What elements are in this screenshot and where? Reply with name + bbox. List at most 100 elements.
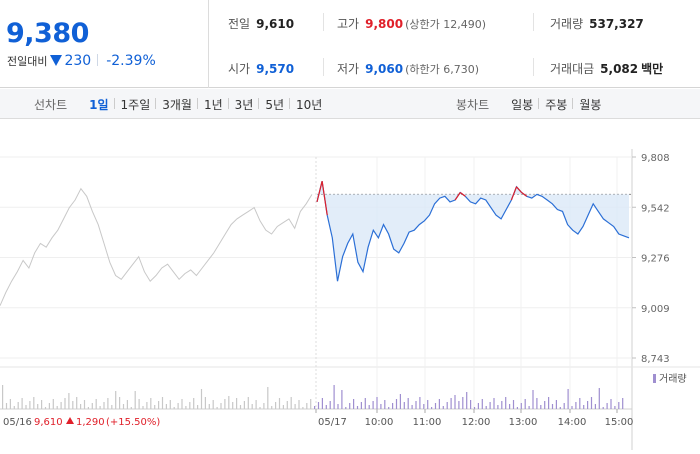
stat-unit: 백만 xyxy=(641,62,664,76)
volume-bar xyxy=(598,388,600,409)
volume-bar xyxy=(52,399,54,409)
volume-legend-label: 거래량 xyxy=(659,373,687,385)
prev-day-close-label: 9,610 xyxy=(34,417,63,428)
volume-bar xyxy=(536,398,538,409)
tab-candle-period-2[interactable]: 월봉 xyxy=(572,96,607,113)
x-tick-label: 13:00 xyxy=(509,417,538,428)
volume-bar xyxy=(602,407,604,409)
volume-bar xyxy=(360,402,362,409)
volume-bar xyxy=(220,403,222,409)
volume-bar xyxy=(493,398,495,409)
tab-line-period-0[interactable]: 1일 xyxy=(89,97,109,112)
stat-value: 5,082 xyxy=(600,62,639,76)
volume-bar xyxy=(520,403,522,409)
above-reference-segment xyxy=(321,181,328,216)
volume-bar xyxy=(470,400,472,409)
x-tick-label: 11:00 xyxy=(413,417,442,428)
volume-bar xyxy=(438,399,440,409)
prev-day-change-pct-label: (+15.50%) xyxy=(106,417,160,428)
today-price-line xyxy=(316,181,630,282)
volume-bar xyxy=(21,398,23,409)
volume-bar xyxy=(571,406,573,409)
volume-bar xyxy=(392,403,394,409)
volume-bar xyxy=(567,389,569,409)
tab-line-period-3[interactable]: 1년 xyxy=(196,96,229,113)
tab-line-period-6[interactable]: 10년 xyxy=(289,96,328,113)
tab-line-period-4[interactable]: 3년 xyxy=(227,96,260,113)
up-triangle-icon xyxy=(66,417,74,424)
prev-day-date-label: 05/16 xyxy=(3,417,32,428)
volume-bar xyxy=(193,398,195,409)
stat-value: 9,610 xyxy=(256,17,295,31)
divider xyxy=(323,13,324,31)
volume-bar xyxy=(559,407,561,409)
volume-bar xyxy=(200,389,203,409)
volume-bar xyxy=(17,402,19,409)
divider xyxy=(533,13,534,31)
volume-bar xyxy=(271,406,273,409)
tab-line-period-1[interactable]: 1주일 xyxy=(113,96,157,113)
volume-bar xyxy=(60,402,62,409)
volume-bar xyxy=(138,399,140,409)
volume-bar xyxy=(130,407,132,409)
prev-day-price-line xyxy=(0,187,313,306)
volume-bar xyxy=(158,401,160,409)
volume-bar xyxy=(247,397,249,409)
volume-bar xyxy=(103,402,105,409)
change-row: 전일대비 230 -2.39% xyxy=(7,53,156,69)
volume-bar xyxy=(321,398,323,409)
volume-bar xyxy=(314,406,316,409)
stat-label: 거래량 xyxy=(550,17,584,31)
volume-bar xyxy=(126,400,128,409)
volume-bar xyxy=(286,401,288,409)
volume-bar xyxy=(310,399,312,409)
tab-line-period-2[interactable]: 3개월 xyxy=(155,96,198,113)
stat-value: 9,060 xyxy=(365,62,404,76)
volume-bar xyxy=(501,401,503,409)
price-box: 9,380 전일대비 230 -2.39% xyxy=(0,0,209,88)
volume-bar xyxy=(341,390,343,409)
tab-candle-period-1[interactable]: 주봉 xyxy=(538,96,573,113)
volume-bar xyxy=(353,399,355,409)
x-tick-label: 12:00 xyxy=(462,417,491,428)
tab-candle-period-0[interactable]: 일봉 xyxy=(511,97,534,112)
volume-bar xyxy=(161,397,164,409)
volume-bar xyxy=(224,399,226,409)
volume-bar xyxy=(384,400,386,409)
price-chart: 9,808 9,542 9,276 9,009 8,743 05/17 10:00 11:00… xyxy=(0,119,700,450)
tab-line-period-5[interactable]: 5년 xyxy=(258,96,290,113)
volume-bar xyxy=(368,405,370,409)
volume-bar xyxy=(345,407,347,409)
volume-bar xyxy=(44,407,47,409)
volume-bar xyxy=(403,402,405,409)
volume-bar xyxy=(544,401,546,409)
change-percent: -2.39% xyxy=(106,53,156,69)
x-tick-label: 14:00 xyxy=(558,417,587,428)
quote-summary: 9,380 전일대비 230 -2.39% 전일 9,610 고가 9,800 (상한가 … xyxy=(0,0,700,88)
volume-bar xyxy=(259,407,261,409)
volume-bar xyxy=(555,400,557,409)
line-chart-label: 선차트 xyxy=(34,97,68,112)
volume-bar xyxy=(294,404,296,409)
volume-bar xyxy=(263,403,265,409)
volume-bar xyxy=(134,391,136,409)
volume-bar xyxy=(618,402,620,409)
volume-bar xyxy=(485,406,487,409)
volume-bar xyxy=(72,401,74,409)
volume-bar xyxy=(364,398,366,409)
above-reference-segment xyxy=(521,191,528,197)
volume-bar xyxy=(76,397,78,409)
volume-bar xyxy=(583,405,585,409)
intraday-chart-svg: 9,808 9,542 9,276 9,009 8,743 05/17 10:00 11:00… xyxy=(0,149,700,450)
volume-bar xyxy=(228,396,230,409)
volume-bar xyxy=(80,404,82,409)
line-chart-tabs: 선차트 1일 1주일 3개월 1년 3년 5년 10년 xyxy=(34,89,328,119)
volume-bar xyxy=(122,404,125,409)
above-reference-segment xyxy=(454,192,461,201)
volume-bar xyxy=(427,400,429,409)
stat-value: 9,570 xyxy=(256,62,295,76)
above-reference-segment xyxy=(516,186,523,193)
chart-tab-bar: 선차트 1일 1주일 3개월 1년 3년 5년 10년 봉차트 일봉 주봉 월봉 xyxy=(0,89,700,119)
volume-bar xyxy=(497,405,499,409)
volume-bar xyxy=(622,398,624,409)
